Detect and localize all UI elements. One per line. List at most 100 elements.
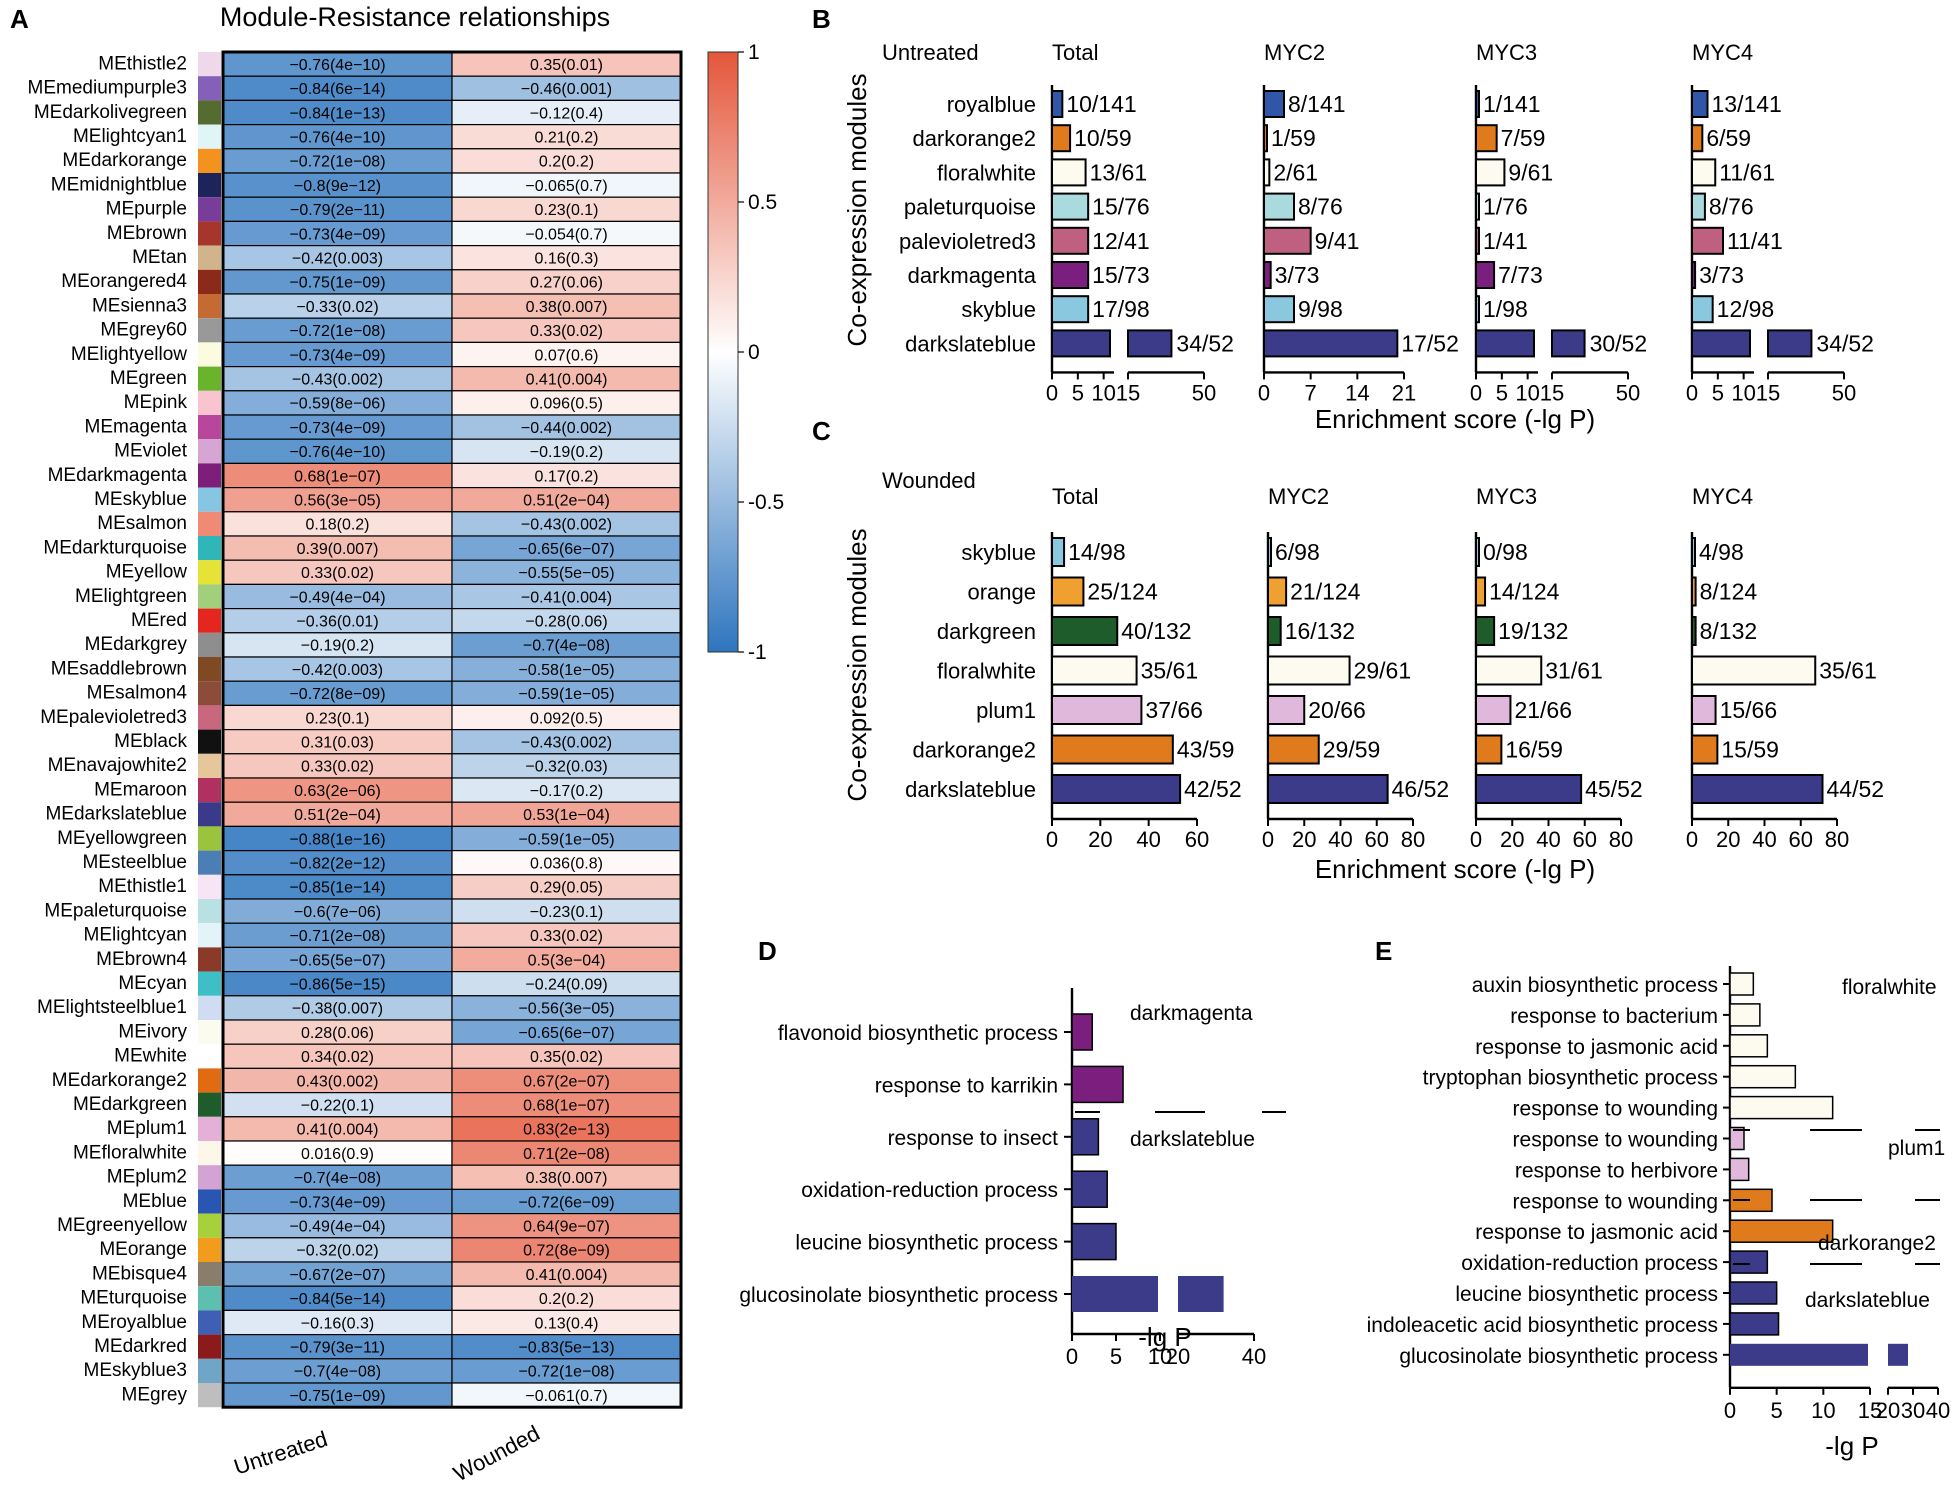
heatmap-cell-wounded (451, 535, 682, 561)
module-swatch-MEdarkorange (198, 148, 221, 173)
x-tick-label: 20 (1166, 1344, 1190, 1369)
x-tick-label: 50 (1192, 380, 1216, 405)
bar-label-MYC2-floralwhite: 2/61 (1273, 159, 1318, 185)
heatmap: MEthistle2 −0.76(4e−10) 0.35(0.01) MEmedium… (28, 50, 683, 1409)
bar-label-MYC2-floralwhite: 29/61 (1354, 658, 1412, 684)
row-label-MEroyalblue: MEroyalblue (81, 1312, 187, 1333)
term-label: tryptophan biosynthetic process (1423, 1067, 1718, 1090)
bar-MYC4-floralwhite (1691, 655, 1817, 686)
module-swatch-MEgreen (198, 366, 221, 391)
cell-label-wounded: 0.71(2e−08) (523, 1146, 610, 1163)
cell-label-untreated: 0.28(0.06) (301, 1025, 374, 1042)
cell-label-wounded: 0.35(0.01) (530, 57, 603, 74)
cell-label-wounded: 0.38(0.007) (526, 299, 608, 316)
cell-label-untreated: −0.7(4e−08) (294, 1170, 381, 1187)
module-swatch-MEdarkgreen (198, 1092, 221, 1117)
module-swatch-MElightyellow (198, 342, 221, 367)
bar-MYC3-floralwhite (1475, 158, 1506, 187)
x-tick-label: 60 (1573, 827, 1597, 852)
heatmap-cell-wounded (451, 220, 682, 247)
term-label: response to jasmonic acid (1475, 1036, 1718, 1059)
bar-MYC3-plum1 (1475, 695, 1512, 725)
x-tick-label: 80 (1825, 827, 1849, 852)
heatmap-cell-untreated (222, 293, 453, 319)
bar-MYC3-paleturquoise (1475, 192, 1480, 221)
bar-MYC4-orange (1691, 576, 1697, 607)
heatmap-cell-wounded (451, 704, 682, 731)
bar-MYC2-palevioletred3 (1263, 226, 1312, 255)
bar-label-MYC3-floralwhite: 9/61 (1508, 159, 1553, 185)
category-label-skyblue: skyblue (961, 540, 1036, 565)
heatmap-cell-wounded (451, 293, 682, 319)
row-label-MEbrown: MEbrown (107, 223, 187, 244)
cell-label-untreated: −0.7(4e−08) (294, 1364, 381, 1381)
module-swatch-MEsalmon4 (198, 681, 221, 706)
bar-label-MYC4-skyblue: 4/98 (1699, 539, 1744, 565)
bar-Total-darkslateblue (1051, 329, 1111, 358)
heatmap-cell-wounded (451, 1091, 682, 1118)
row-label-MElightsteelblue1: MElightsteelblue1 (37, 997, 187, 1018)
bar-MYC3-darkorange2 (1475, 124, 1498, 153)
group-label: plum1 (1888, 1137, 1945, 1160)
bar-label-Total-darkgreen: 40/132 (1121, 618, 1191, 644)
cell-label-wounded: 0.33(0.02) (530, 928, 603, 945)
category-label-darkslateblue: darkslateblue (905, 331, 1036, 356)
bar-label-MYC4-skyblue: 12/98 (1717, 296, 1775, 322)
cell-label-untreated: −0.84(6e−14) (289, 81, 385, 98)
bar-Total-darkorange2 (1051, 734, 1174, 765)
row-label-MEtan: MEtan (132, 247, 187, 268)
heatmap-cell-wounded (451, 1019, 682, 1045)
cell-label-untreated: −0.19(0.2) (301, 638, 374, 655)
bar-label-Total-orange: 25/124 (1087, 579, 1158, 605)
go-bar-break (1178, 1276, 1224, 1312)
bar-MYC4-darkorange2 (1691, 124, 1704, 153)
cell-label-wounded: −0.44(0.002) (521, 420, 612, 437)
row-label-MEpink: MEpink (124, 392, 188, 413)
module-swatch-MEyellow (198, 560, 221, 585)
x-tick-label: 5 (1110, 1344, 1122, 1369)
bar-label-MYC3-floralwhite: 31/61 (1545, 658, 1603, 684)
panel-c-ylabel: Co-expression modules (842, 528, 872, 801)
bar-label-MYC4-darkgreen: 8/132 (1700, 618, 1758, 644)
bar-Total-floralwhite (1051, 158, 1087, 187)
bar-MYC3-royalblue (1475, 90, 1480, 118)
bar-Total-palevioletred3 (1051, 226, 1090, 255)
heatmap-cell-wounded (451, 874, 682, 900)
cell-label-wounded: −0.32(0.03) (525, 759, 607, 776)
bar-label-MYC3-darkmagenta: 7/73 (1498, 262, 1543, 288)
x-tick-label: 40 (1926, 1398, 1950, 1423)
go-bar (1729, 1250, 1769, 1274)
cell-label-untreated: −0.86(5e−15) (289, 977, 385, 994)
cell-label-wounded: −0.58(1e−05) (518, 662, 614, 679)
module-swatch-MEsienna3 (198, 294, 221, 319)
panel-b-xlabel: Enrichment score (-lg P) (1315, 404, 1595, 434)
panel-e-xlabel: -lg P (1825, 1431, 1878, 1461)
bar-MYC4-plum1 (1691, 695, 1717, 725)
bar-Total-skyblue (1051, 537, 1066, 567)
x-tick-label: 10 (1148, 1344, 1172, 1369)
module-swatch-MEthistle2 (198, 52, 221, 77)
cell-label-wounded: −0.72(1e−08) (518, 1364, 614, 1381)
cell-label-wounded: 0.2(0.2) (539, 1291, 594, 1308)
cell-label-untreated: −0.84(5e−14) (289, 1291, 385, 1308)
heatmap-cell-untreated (222, 1285, 453, 1311)
row-label-MEivory: MEivory (118, 1021, 187, 1042)
cell-label-untreated: −0.65(5e−07) (289, 952, 385, 969)
row-label-MElightgreen: MElightgreen (75, 586, 187, 607)
bar-label-MYC2-darkmagenta: 3/73 (1275, 262, 1320, 288)
heatmap-cell-wounded (451, 1188, 682, 1215)
bar-MYC2-skyblue (1263, 295, 1295, 324)
term-label: response to herbivore (1515, 1159, 1718, 1182)
bar-MYC3-palevioletred3 (1475, 226, 1480, 255)
cell-label-untreated: −0.42(0.003) (292, 251, 383, 268)
bar-label-Total-darkorange2: 43/59 (1177, 737, 1235, 763)
heatmap-cell-wounded (451, 801, 682, 828)
x-tick-label: 0 (1470, 380, 1482, 405)
category-label-orange: orange (967, 580, 1036, 605)
module-swatch-MElightcyan1 (198, 124, 221, 149)
x-tick-label: 10 (1811, 1398, 1835, 1423)
x-tick-label: 60 (1365, 827, 1389, 852)
bar-MYC3-orange (1475, 576, 1487, 607)
row-label-MEbrown4: MEbrown4 (96, 949, 187, 970)
